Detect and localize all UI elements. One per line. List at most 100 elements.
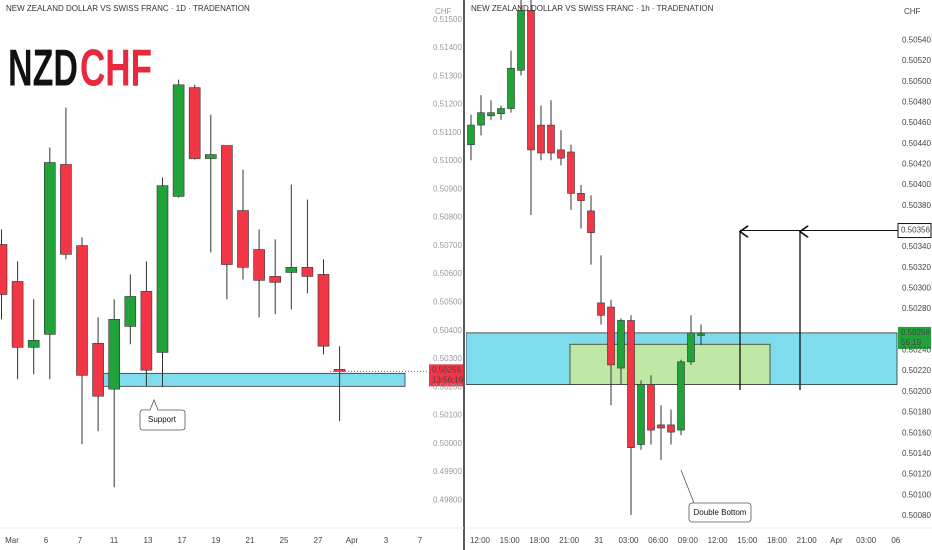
candle-body [188,87,201,159]
callout-label: Support [148,415,177,424]
logo-base: NZD [8,40,78,98]
y-tick-label: 0.49900 [433,467,462,476]
y-tick-label: 0.50240 [902,346,931,355]
target-tag-label: 0.50356 [901,226,930,235]
candle-body [60,164,72,255]
callout-box [688,502,752,523]
y-tick-label: 0.50380 [902,201,931,210]
candle-body [617,320,625,369]
x-tick-label: Mar [5,536,19,545]
x-tick-label: 17 [178,536,187,545]
candle-body [687,332,695,363]
price-tag [429,364,463,387]
x-tick-label: 7 [78,536,83,545]
candle-body [285,267,298,273]
price-tag-label: 0.50256 [901,328,930,337]
price-tag-label: 0.50256 [432,365,461,374]
y-tick-label: 0.51300 [433,71,462,80]
overlay: NEW ZEALAND DOLLAR VS SWISS FRANC · 1D ·… [6,4,932,523]
candle-body [497,108,505,115]
y-tick-label: 0.50340 [902,242,931,251]
right-plot [466,0,898,515]
x-tick-label: 18:00 [767,536,788,545]
y-tick-label: 0.49800 [433,495,462,504]
candle-body [507,67,515,109]
candle-body [221,145,233,265]
y-tick-label: 0.50140 [902,449,931,458]
y-tick-label: 0.50000 [433,439,462,448]
x-tick-label: Apr [830,536,843,545]
candle-body [547,124,555,154]
y-tick-label: 0.50800 [433,213,462,222]
candle-body [557,149,565,159]
price-tag [898,326,931,349]
x-tick-label: 15:00 [500,536,521,545]
x-tick-label: 3 [384,536,389,545]
candle-body [27,339,40,348]
candle-body [0,244,8,295]
y-tick-label: 0.50200 [433,382,462,391]
candle-body [76,245,88,376]
y-tick-label: 0.50320 [902,263,931,272]
y-tick-label: 0.50900 [433,184,462,193]
x-tick-label: 21:00 [797,536,818,545]
x-tick-label: 18:00 [529,536,550,545]
candle-body [647,384,655,431]
y-tick-label: 0.50080 [902,511,931,520]
candle-body [577,193,585,201]
candle-body [156,185,169,353]
candle-body [205,154,217,159]
y-tick-label: 0.50600 [433,269,462,278]
y-tick-label: 0.50220 [902,366,931,375]
candle-body [253,249,265,281]
axis-unit: CHF [904,7,921,16]
y-tick-label: 0.50100 [433,411,462,420]
candle-body [317,274,330,347]
axis-unit: CHF [435,7,452,16]
y-tick-label: 0.50700 [433,241,462,250]
y-tick-label: 0.50540 [902,35,931,44]
candle-body [637,384,645,445]
left-plot [0,79,428,488]
x-tick-label: 09:00 [678,536,699,545]
countdown: 56:19 [901,338,922,347]
candle-body [697,333,705,336]
y-tick-label: 0.50180 [902,408,931,417]
callout-label: Double Bottom [694,508,747,517]
x-tick-label: 06:00 [648,536,669,545]
candle-body [677,361,685,431]
y-tick-label: 0.50300 [433,354,462,363]
y-tick-label: 0.50200 [902,387,931,396]
y-tick-label: 0.50400 [902,180,931,189]
y-tick-label: 0.50280 [902,304,931,313]
y-tick-label: 0.50480 [902,97,931,106]
x-tick-label: 7 [418,536,423,545]
y-tick-label: 0.51100 [433,128,462,137]
candle-body [537,124,545,154]
x-tick-label: 25 [280,536,289,545]
x-tick-label: 13 [144,536,153,545]
candle-body [43,162,56,335]
candle-body [487,112,495,117]
x-tick-label: 27 [314,536,323,545]
x-tick-label: 21 [246,536,255,545]
y-tick-label: 0.50160 [902,428,931,437]
candle-body [657,424,665,429]
candle-body [92,343,104,397]
y-tick-label: 0.50120 [902,470,931,479]
y-tick-label: 0.51400 [433,43,462,52]
candle-body [527,10,535,151]
y-tick-label: 0.50440 [902,139,931,148]
candle-body [467,124,475,146]
logo-quote: CHF [80,40,152,98]
pattern-box [569,343,771,385]
countdown: 13:56:19 [432,375,464,384]
y-tick-label: 0.51000 [433,156,462,165]
target-tag [897,223,932,239]
y-tick-label: 0.50520 [902,56,931,65]
candle-body [517,10,525,71]
candle-body [124,296,137,327]
x-tick-label: 21:00 [559,536,580,545]
x-tick-label: 6 [44,536,49,545]
x-tick-label: 15:00 [737,536,758,545]
